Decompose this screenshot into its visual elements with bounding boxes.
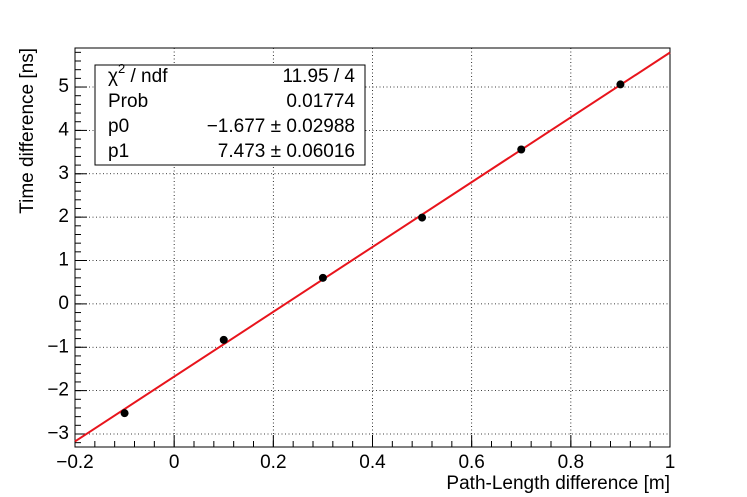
x-axis-label: Path-Length difference [m] bbox=[446, 473, 670, 494]
y-tick-label: −1 bbox=[47, 336, 69, 357]
x-tick-label: 0.4 bbox=[359, 452, 386, 473]
stats-label-part: 2 bbox=[118, 61, 125, 76]
y-tick-label: 5 bbox=[58, 76, 69, 97]
stats-label-part: χ bbox=[108, 66, 118, 87]
y-tick-label: 2 bbox=[58, 206, 69, 227]
y-tick-label: 0 bbox=[58, 293, 69, 314]
x-tick-label: −0.2 bbox=[56, 452, 94, 473]
stats-label-part: / ndf bbox=[125, 66, 168, 87]
data-point bbox=[418, 213, 427, 222]
stats-label: χ2 / ndf bbox=[108, 61, 168, 87]
stats-label-part: p1 bbox=[108, 141, 129, 162]
x-tick-label: 0.8 bbox=[558, 452, 584, 473]
stats-label-part: p0 bbox=[108, 116, 129, 137]
x-tick-label: 0.2 bbox=[260, 452, 286, 473]
stats-value: 7.473 ± 0.06016 bbox=[218, 141, 355, 162]
x-tick-label: 0.6 bbox=[458, 452, 484, 473]
y-tick-label: 1 bbox=[58, 250, 69, 271]
y-tick-label: −2 bbox=[47, 380, 69, 401]
data-point bbox=[517, 145, 526, 154]
data-point bbox=[318, 273, 327, 282]
data-point bbox=[219, 335, 228, 344]
plot-frame bbox=[74, 47, 671, 448]
stats-value: −1.677 ± 0.02988 bbox=[207, 116, 355, 137]
fit-line bbox=[74, 51, 671, 443]
y-tick-label: 3 bbox=[58, 163, 69, 184]
y-axis-label: Time difference [ns] bbox=[17, 48, 38, 214]
x-tick-label: 0 bbox=[169, 452, 180, 473]
data-point bbox=[616, 80, 625, 89]
stats-value: 0.01774 bbox=[286, 91, 355, 112]
y-tick-label: −3 bbox=[47, 423, 69, 444]
stats-label: p1 bbox=[108, 141, 129, 162]
data-point bbox=[120, 409, 129, 418]
x-tick-label: 1 bbox=[665, 452, 676, 473]
stats-box bbox=[94, 64, 366, 166]
stats-label-part: Prob bbox=[108, 91, 148, 112]
y-tick-label: 4 bbox=[58, 119, 69, 140]
stats-label: Prob bbox=[108, 91, 148, 112]
stats-value: 11.95 / 4 bbox=[282, 66, 355, 87]
stats-label: p0 bbox=[108, 116, 129, 137]
